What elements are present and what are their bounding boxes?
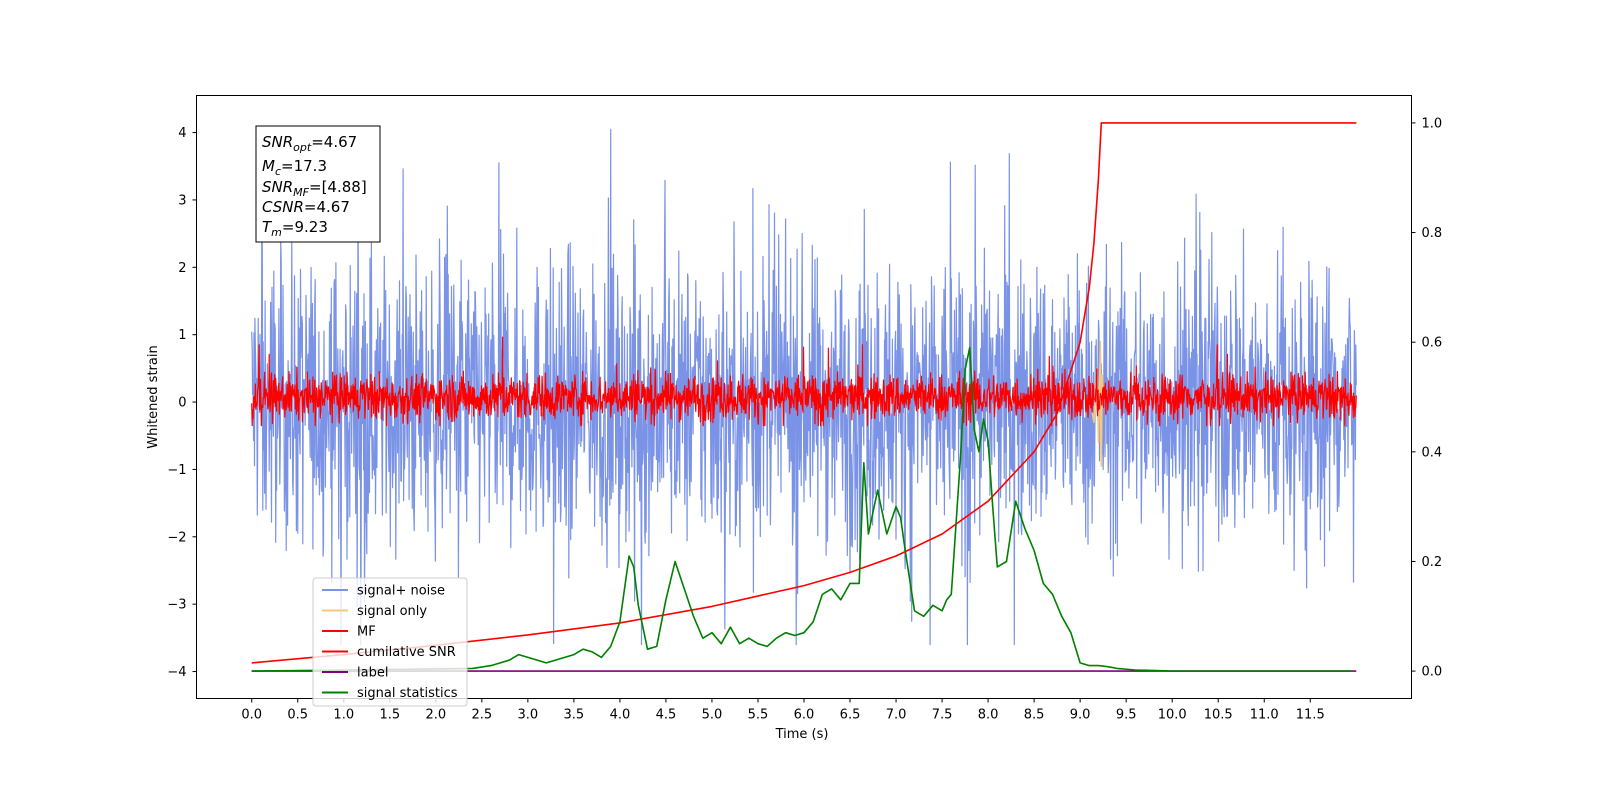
y-tick-label: 4	[178, 126, 186, 141]
x-tick-label: 4.0	[610, 708, 631, 723]
x-tick-label: 1.5	[379, 708, 400, 723]
y2-tick-label: 0.2	[1422, 555, 1443, 570]
stat-csnr: CSNR=4.67	[262, 198, 350, 216]
y-axis-left: 4 3 2 1 0 −1 −2 −3 −4	[167, 126, 197, 680]
x-tick-label: 2.5	[471, 708, 492, 723]
y-tick-label: 1	[178, 328, 186, 343]
y2-tick-label: 0.6	[1422, 336, 1443, 351]
x-tick-label: 8.5	[1024, 708, 1045, 723]
x-tick-label: 3.0	[518, 708, 539, 723]
x-tick-label: 4.5	[656, 708, 677, 723]
series-line-mf	[251, 336, 1357, 427]
x-tick-label: 5.5	[748, 708, 769, 723]
x-tick-label: 9.0	[1070, 708, 1091, 723]
series-line-signal-statistics	[251, 346, 1352, 672]
x-tick-label: 0.5	[287, 708, 308, 723]
y-tick-label: 0	[178, 396, 186, 411]
y-axis-right: 1.0 0.8 0.6 0.4 0.2 0.0	[1411, 116, 1443, 680]
x-tick-label: 7.5	[932, 708, 953, 723]
y2-tick-label: 1.0	[1422, 116, 1443, 131]
x-tick-label: 7.0	[886, 708, 907, 723]
y-tick-label: 2	[178, 261, 186, 276]
x-tick-label: 8.0	[978, 708, 999, 723]
x-tick-label: 5.0	[702, 708, 723, 723]
y-axis-label: Whitened strain	[146, 345, 161, 448]
legend-label: signal statistics	[357, 686, 458, 701]
y-tick-label: −2	[167, 530, 186, 545]
legend-label: signal only	[357, 604, 427, 619]
y2-tick-label: 0.8	[1422, 226, 1443, 241]
x-tick-label: 2.0	[425, 708, 446, 723]
x-axis: 0.0 0.5 1.0 1.5 2.0 2.5 3.0 3.5 4.0 4.5 5.0 5.5 6.0 6…	[241, 698, 1325, 723]
stat-tm: Tm=9.23	[262, 218, 328, 239]
y-tick-label: −3	[167, 598, 186, 613]
y-tick-label: 3	[178, 193, 186, 208]
stats-box: SNRopt=4.67 Mc=17.3 SNRMF=[4.88] CSNR=4.…	[255, 125, 381, 243]
legend-label: signal+ noise	[357, 584, 445, 599]
legend-items: signal+ noise signal only MF cumilative SNR…	[322, 584, 458, 701]
x-tick-label: 11.5	[1296, 708, 1325, 723]
x-tick-label: 3.5	[564, 708, 585, 723]
legend-frame	[312, 577, 468, 707]
x-tick-label: 1.0	[333, 708, 354, 723]
stat-snr-mf: SNRMF=[4.88]	[262, 178, 367, 199]
x-tick-label: 6.5	[840, 708, 861, 723]
y-tick-label: −4	[167, 665, 186, 680]
x-tick-label: 10.5	[1204, 708, 1233, 723]
x-tick-label: 6.0	[794, 708, 815, 723]
legend-label: MF	[357, 625, 376, 640]
y2-tick-label: 0.0	[1422, 665, 1443, 680]
x-axis-label: Time (s)	[775, 727, 829, 742]
y2-tick-label: 0.4	[1422, 445, 1443, 460]
stat-mc: Mc=17.3	[262, 157, 327, 178]
stat-snr-opt: SNRopt=4.67	[262, 133, 357, 154]
legend: signal+ noise signal only MF cumilative SNR…	[312, 577, 468, 707]
x-tick-label: 0.0	[241, 708, 262, 723]
x-tick-label: 11.0	[1250, 708, 1279, 723]
stats-box-frame	[255, 125, 381, 243]
y-tick-label: −1	[167, 463, 186, 478]
x-tick-label: 10.0	[1158, 708, 1187, 723]
legend-label: label	[357, 666, 388, 681]
legend-label: cumilative SNR	[357, 645, 456, 660]
x-tick-label: 9.5	[1116, 708, 1137, 723]
series-line-cumilative-snr	[251, 122, 1357, 664]
